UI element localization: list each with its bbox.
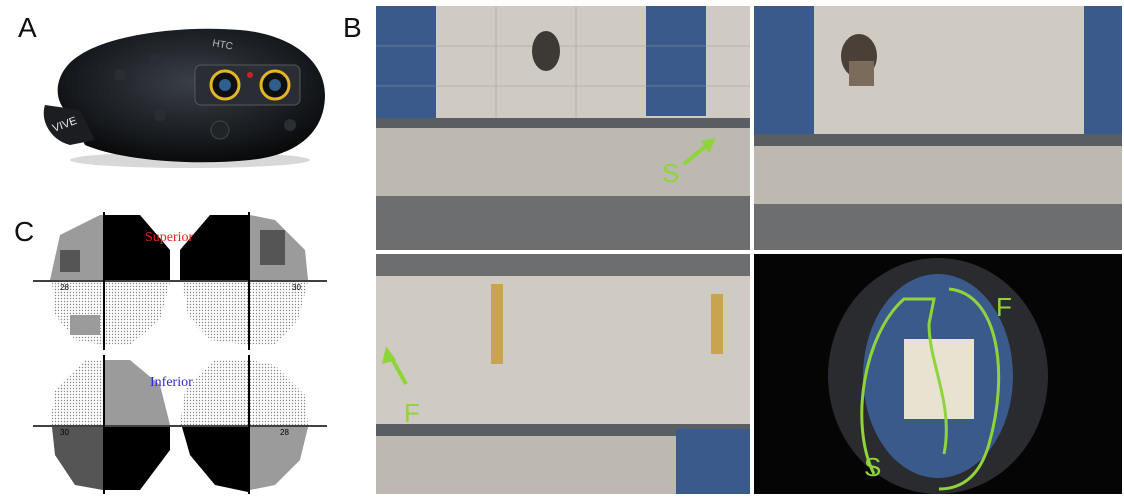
panel-a-letter: A xyxy=(18,12,37,43)
visual-field-figure: Superior Inferior 28 30 30 28 xyxy=(30,210,330,494)
superior-label: Superior xyxy=(145,230,194,245)
f-marker-left: F xyxy=(382,346,420,428)
inferior-field-left xyxy=(50,360,170,490)
inferior-field-right xyxy=(180,360,308,492)
panel-c-letter: C xyxy=(14,216,35,247)
headset-photo: VIVE HTC xyxy=(40,20,330,170)
room-photo-top-right xyxy=(754,6,1122,250)
htc-logo: HTC xyxy=(211,38,233,52)
s-marker-top: S xyxy=(662,138,716,188)
svg-text:S: S xyxy=(662,158,679,188)
room-photo-top-left: S xyxy=(376,6,750,250)
field-value-4: 28 xyxy=(280,428,289,437)
svg-text:Inferior: Inferior xyxy=(150,375,193,390)
svg-text:HTC: HTC xyxy=(211,38,233,52)
superior-field-right xyxy=(180,215,308,345)
field-value-3: 30 xyxy=(60,428,69,437)
svg-text:F: F xyxy=(996,292,1012,322)
panel-b-letter: B xyxy=(343,12,362,43)
path-trace xyxy=(860,287,1001,491)
svg-text:Superior: Superior xyxy=(145,230,194,245)
field-value-1: 28 xyxy=(60,283,69,292)
room-overview-photo: F S xyxy=(754,254,1122,494)
inferior-label: Inferior xyxy=(150,375,193,390)
field-value-2: 30 xyxy=(292,283,301,292)
svg-text:F: F xyxy=(404,398,420,428)
superior-field-left xyxy=(50,215,170,345)
room-photo-bottom-left: F xyxy=(376,254,750,494)
f-marker-overview: F xyxy=(996,292,1012,322)
s-marker-overview: S xyxy=(864,452,881,482)
svg-text:S: S xyxy=(864,452,881,482)
